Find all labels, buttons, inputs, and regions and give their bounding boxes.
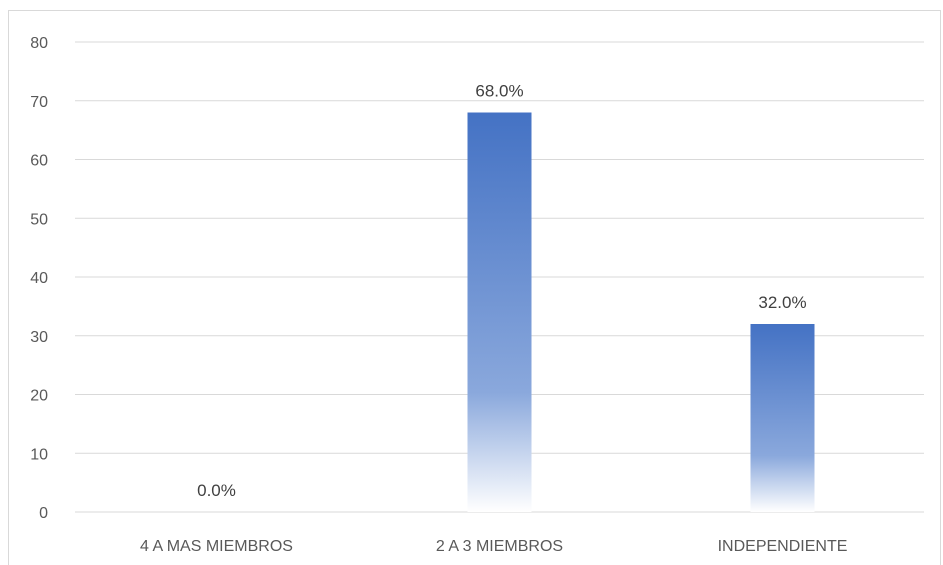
bar [467,112,532,512]
y-axis-ticks: 0 10 20 30 40 50 60 70 80 [30,35,48,522]
y-tick-label: 10 [30,446,48,463]
y-tick-label: 70 [30,94,48,111]
x-category-label: INDEPENDIENTE [718,538,848,555]
bar [750,324,815,512]
y-tick-label: 50 [30,211,48,228]
data-labels: 0.0% 68.0% 32.0% [197,82,806,501]
y-tick-label: 60 [30,153,48,170]
y-tick-label: 0 [39,505,48,522]
y-tick-label: 40 [30,270,48,287]
x-category-label: 4 A MAS MIEMBROS [140,538,293,555]
data-label: 32.0% [758,293,806,312]
chart-frame [8,10,941,565]
y-tick-label: 20 [30,388,48,405]
x-category-label: 2 A 3 MIEMBROS [436,538,563,555]
x-axis-labels: 4 A MAS MIEMBROS 2 A 3 MIEMBROS INDEPENDIE… [140,538,847,555]
y-tick-label: 80 [30,35,48,52]
y-tick-label: 30 [30,329,48,346]
data-label: 0.0% [197,481,236,500]
bars [467,112,815,512]
data-label: 68.0% [475,82,523,101]
